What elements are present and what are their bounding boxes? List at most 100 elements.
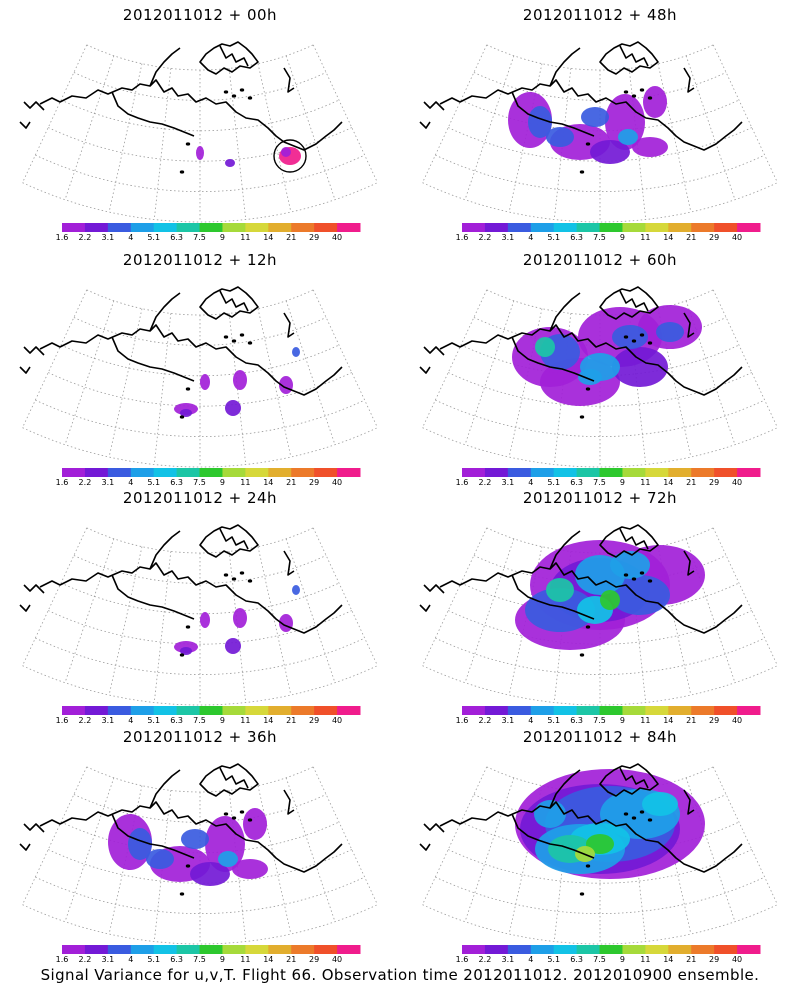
graticule-latitude-line — [22, 182, 378, 223]
graticule-meridian-line — [422, 527, 488, 666]
island — [631, 816, 637, 820]
panel-0: 2012011012 + 00h 1.6 2.2 3.1 4 5.1 6.3 7.5 9 11 1… — [0, 0, 400, 245]
colorbar-swatch — [714, 468, 738, 477]
colorbar-label: 4 — [528, 478, 534, 487]
variance-contour — [578, 369, 602, 385]
coastline — [599, 524, 659, 558]
colorbar-label: 29 — [309, 955, 320, 964]
graticule-meridian-line — [257, 785, 292, 935]
colorbar-swatch — [245, 223, 269, 232]
colorbar-label: 21 — [286, 233, 297, 242]
graticule-meridian-line — [228, 68, 247, 220]
graticule-latitude-line — [448, 372, 752, 407]
coastline — [19, 121, 31, 129]
colorbar-swatch — [84, 223, 109, 232]
colorbar-label: 7.5 — [593, 716, 606, 725]
colorbar-swatch — [199, 945, 223, 954]
colorbar-swatch — [484, 706, 509, 715]
island — [585, 864, 591, 868]
graticule-latitude-line — [460, 99, 740, 132]
map-canvas — [19, 41, 378, 232]
colorbar-label: 5.1 — [147, 233, 161, 242]
colorbar-swatch — [62, 945, 86, 954]
island — [623, 573, 629, 577]
coastline — [549, 530, 581, 570]
colorbar-label: 14 — [663, 955, 674, 964]
colorbar-swatch — [737, 706, 761, 715]
colorbar-label: 3.1 — [501, 233, 515, 242]
coastline — [111, 813, 195, 859]
colorbar-swatch — [691, 223, 715, 232]
island — [179, 653, 185, 657]
island — [623, 812, 629, 816]
graticule-latitude-line — [422, 182, 778, 223]
colorbar-swatch — [737, 945, 761, 954]
graticule-meridian-line — [64, 300, 115, 445]
island — [231, 94, 237, 98]
colorbar-label: 9 — [619, 233, 625, 242]
graticule-meridian-line — [422, 44, 488, 183]
colorbar-swatch — [291, 468, 315, 477]
colorbar-swatch — [691, 468, 715, 477]
graticule-latitude-line — [48, 610, 352, 645]
colorbar-label: 1.6 — [455, 233, 469, 242]
colorbar-labels: 1.6 2.2 3.1 4 5.1 6.3 7.5 9 11 14 21 29 40 — [400, 478, 800, 490]
coastline — [549, 47, 581, 87]
variance-contour — [225, 400, 241, 416]
graticule-meridian-line — [22, 44, 88, 183]
colorbar-label: 3.1 — [101, 716, 115, 725]
coastline — [219, 767, 249, 789]
variance-contour — [196, 146, 204, 160]
variance-contour — [535, 337, 555, 357]
colorbar-label: 14 — [663, 233, 674, 242]
colorbar-swatch — [337, 706, 361, 715]
graticule-meridian-line — [685, 55, 736, 200]
variance-contour — [600, 590, 620, 610]
graticule-latitude-line — [60, 582, 340, 615]
panel-title: 2012011012 + 60h — [522, 251, 678, 269]
variance-contour — [618, 129, 638, 145]
colorbar-swatch — [462, 223, 486, 232]
coastline — [619, 290, 649, 312]
colorbar-swatch — [153, 468, 178, 477]
colorbar-label: 7.5 — [193, 955, 206, 964]
colorbar-swatch — [622, 468, 646, 477]
variance-contour — [292, 585, 300, 595]
colorbar-label: 11 — [240, 233, 251, 242]
coastline — [149, 769, 181, 809]
colorbar-swatch — [245, 468, 269, 477]
island — [239, 333, 245, 337]
panel-title: 2012011012 + 84h — [522, 728, 678, 746]
colorbar-labels: 1.6 2.2 3.1 4 5.1 6.3 7.5 9 11 14 21 29 40 — [0, 233, 400, 245]
colorbar-swatch — [314, 945, 338, 954]
coastline — [199, 524, 259, 558]
variance-contour — [581, 107, 609, 127]
island — [179, 170, 185, 174]
colorbar-swatch — [245, 706, 269, 715]
coastline — [39, 801, 343, 873]
colorbar-swatch — [62, 223, 86, 232]
colorbar-label: 1.6 — [455, 478, 469, 487]
graticule-meridian-line — [285, 300, 336, 445]
colorbar-label: 4 — [528, 955, 534, 964]
colorbar-label: 2.2 — [478, 716, 492, 725]
colorbar-label: 5.1 — [547, 716, 561, 725]
variance-contour — [642, 792, 678, 816]
colorbar-swatch — [507, 223, 532, 232]
island — [223, 573, 229, 577]
island — [231, 577, 237, 581]
coastline — [511, 813, 595, 859]
graticule-meridian-line — [22, 289, 88, 428]
colorbar-swatch — [645, 468, 669, 477]
colorbar-swatch — [645, 223, 669, 232]
island — [231, 816, 237, 820]
colorbar-swatch — [462, 706, 486, 715]
colorbar-label: 2.2 — [478, 955, 492, 964]
graticule-meridian-line — [64, 55, 115, 200]
colorbar-label: 2.2 — [78, 716, 92, 725]
colorbar-swatch — [530, 223, 555, 232]
coastline — [423, 346, 445, 356]
graticule-latitude-line — [22, 427, 378, 468]
variance-contour — [233, 608, 247, 628]
colorbar-swatch — [199, 223, 223, 232]
